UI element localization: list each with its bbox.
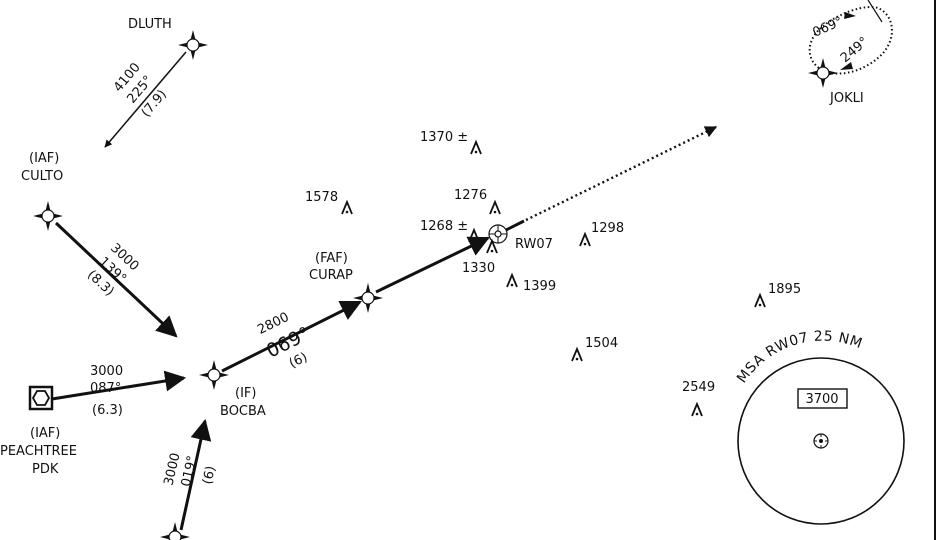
route-bocba-curap xyxy=(221,300,362,373)
fix-south-icon xyxy=(160,522,190,540)
seg-final-distance: (6) xyxy=(287,350,310,372)
seg-pdk-bocba-distance: (6.3) xyxy=(92,403,123,418)
obstacle-icon xyxy=(754,292,766,308)
fix-jokli-icon xyxy=(808,58,838,88)
fix-dluth-name: DLUTH xyxy=(128,17,172,32)
obstacle-elevation: 1268 ± xyxy=(420,219,468,234)
obstacle-icon xyxy=(571,346,583,362)
obstacle-icon xyxy=(489,199,501,215)
route-culto-bocba xyxy=(54,221,178,338)
fix-curap-name: CURAP xyxy=(309,268,353,283)
fix-bocba-name: BOCBA xyxy=(220,404,266,419)
navaid-peachtree-ident: PDK xyxy=(32,462,59,477)
obstacle-icon xyxy=(506,272,518,288)
seg-pdk-bocba-altitude: 3000 xyxy=(90,364,123,379)
msa-circle xyxy=(737,357,905,525)
route-dluth-culto xyxy=(104,51,187,148)
holding-inbound-course: 069° xyxy=(811,14,846,40)
fix-culto-icon xyxy=(33,201,63,231)
missed-approach-path xyxy=(525,125,718,222)
fix-bocba-role: (IF) xyxy=(235,386,256,401)
msa-title: MSA RW07 25 NM xyxy=(734,329,864,387)
navaid-peachtree-name: PEACHTREE xyxy=(0,444,77,459)
obstacle-icon xyxy=(691,401,703,417)
seg-south-bocba-altitude: 3000 xyxy=(162,451,184,487)
obstacle-icon xyxy=(341,199,353,215)
fix-curap-icon xyxy=(353,283,383,313)
fix-jokli-name: JOKLI xyxy=(829,91,864,106)
route-south-bocba xyxy=(179,418,212,531)
seg-pdk-bocba-course: 087° xyxy=(90,381,121,396)
fix-culto-name: CULTO xyxy=(21,169,63,184)
runway-threshold-icon xyxy=(488,224,508,244)
obstacle-elevation: 1895 xyxy=(768,282,801,297)
holding-outbound-course: 249° xyxy=(838,34,872,66)
obstacle-elevation: 1298 xyxy=(591,221,624,236)
obstacle-icon xyxy=(486,238,498,254)
obstacle-elevation: 1578 xyxy=(305,190,338,205)
seg-south-bocba-course: 019° xyxy=(179,454,201,488)
holding-pattern xyxy=(808,0,893,75)
obstacle-icon xyxy=(579,231,591,247)
obstacle-elevation: 1504 xyxy=(585,336,618,351)
navaid-peachtree-role: (IAF) xyxy=(30,426,60,441)
fix-dluth-icon xyxy=(178,30,208,60)
seg-south-bocba-distance: (6) xyxy=(200,465,219,486)
fix-curap-role: (FAF) xyxy=(315,251,348,266)
runway-label: RW07 xyxy=(515,237,553,252)
obstacle-layer: 1370 ± 1276 1268 ± 1330 1298 1578 1399 1504 1895… xyxy=(305,130,801,417)
vordme-peachtree-icon xyxy=(28,385,54,411)
obstacle-icon xyxy=(470,139,482,155)
obstacle-elevation: 2549 xyxy=(682,380,715,395)
obstacle-elevation: 1370 ± xyxy=(420,130,468,145)
fix-bocba-icon xyxy=(199,360,229,390)
obstacle-elevation: 1276 xyxy=(454,188,487,203)
obstacle-icon xyxy=(468,227,480,243)
route-curap-runway xyxy=(375,236,490,294)
obstacle-elevation: 1330 xyxy=(462,261,495,276)
msa-altitude: 3700 xyxy=(805,392,838,407)
obstacle-elevation: 1399 xyxy=(523,279,556,294)
fix-culto-role: (IAF) xyxy=(29,151,59,166)
route-pdk-bocba xyxy=(51,370,187,401)
